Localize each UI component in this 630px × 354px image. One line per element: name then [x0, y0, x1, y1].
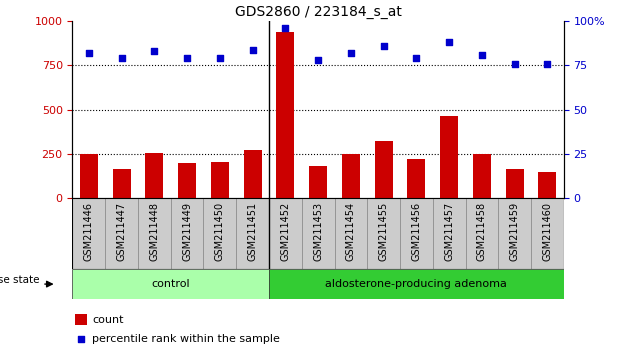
Bar	[506, 169, 524, 198]
Text: count: count	[92, 315, 123, 325]
Bar	[80, 154, 98, 198]
Bar	[309, 166, 327, 198]
Text: GSM211448: GSM211448	[149, 202, 159, 261]
Point	[280, 25, 290, 31]
Point	[444, 40, 454, 45]
Point	[313, 57, 323, 63]
Point	[510, 61, 520, 67]
Bar	[178, 163, 196, 198]
Bar	[367, 198, 400, 269]
Bar	[433, 198, 466, 269]
Text: aldosterone-producing adenoma: aldosterone-producing adenoma	[326, 279, 507, 289]
Text: GSM211450: GSM211450	[215, 202, 225, 261]
Bar	[440, 116, 458, 198]
Point	[248, 47, 258, 52]
Bar	[473, 154, 491, 198]
Bar	[211, 162, 229, 198]
Text: GSM211447: GSM211447	[117, 202, 127, 261]
Text: percentile rank within the sample: percentile rank within the sample	[92, 334, 280, 344]
Point	[182, 56, 192, 61]
Point	[477, 52, 487, 58]
Point	[117, 56, 127, 61]
Bar	[236, 198, 269, 269]
Text: GSM211454: GSM211454	[346, 202, 356, 261]
Text: GSM211449: GSM211449	[182, 202, 192, 261]
Text: GSM211455: GSM211455	[379, 202, 389, 261]
Bar	[72, 269, 269, 299]
Point	[411, 56, 421, 61]
Point	[346, 50, 356, 56]
Text: GSM211452: GSM211452	[280, 202, 290, 261]
Bar	[171, 198, 203, 269]
Text: GSM211453: GSM211453	[313, 202, 323, 261]
Bar	[244, 150, 261, 198]
Point	[149, 48, 159, 54]
Text: control: control	[151, 279, 190, 289]
Point	[84, 50, 94, 56]
Text: GSM211451: GSM211451	[248, 202, 258, 261]
Point	[542, 61, 553, 67]
Text: GSM211446: GSM211446	[84, 202, 94, 261]
Text: GSM211460: GSM211460	[542, 202, 553, 261]
Bar	[146, 154, 163, 198]
Point	[215, 56, 225, 61]
Bar	[531, 198, 564, 269]
Bar	[408, 159, 425, 198]
Bar	[269, 269, 564, 299]
Title: GDS2860 / 223184_s_at: GDS2860 / 223184_s_at	[235, 5, 401, 19]
Bar	[466, 198, 498, 269]
Text: GSM211459: GSM211459	[510, 202, 520, 261]
Bar	[375, 141, 392, 198]
Bar	[75, 314, 86, 325]
Bar	[302, 198, 335, 269]
Bar	[105, 198, 138, 269]
Bar	[539, 172, 556, 198]
Bar	[72, 198, 105, 269]
Text: GSM211458: GSM211458	[477, 202, 487, 261]
Text: GSM211456: GSM211456	[411, 202, 421, 261]
Bar	[400, 198, 433, 269]
Bar	[269, 198, 302, 269]
Text: GSM211457: GSM211457	[444, 202, 454, 261]
Text: disease state: disease state	[0, 275, 40, 285]
Point	[379, 43, 389, 49]
Bar	[498, 198, 531, 269]
Bar	[342, 154, 360, 198]
Bar	[335, 198, 367, 269]
Bar	[113, 169, 130, 198]
Bar	[203, 198, 236, 269]
Bar	[277, 32, 294, 198]
Point	[76, 336, 86, 342]
Bar	[138, 198, 171, 269]
